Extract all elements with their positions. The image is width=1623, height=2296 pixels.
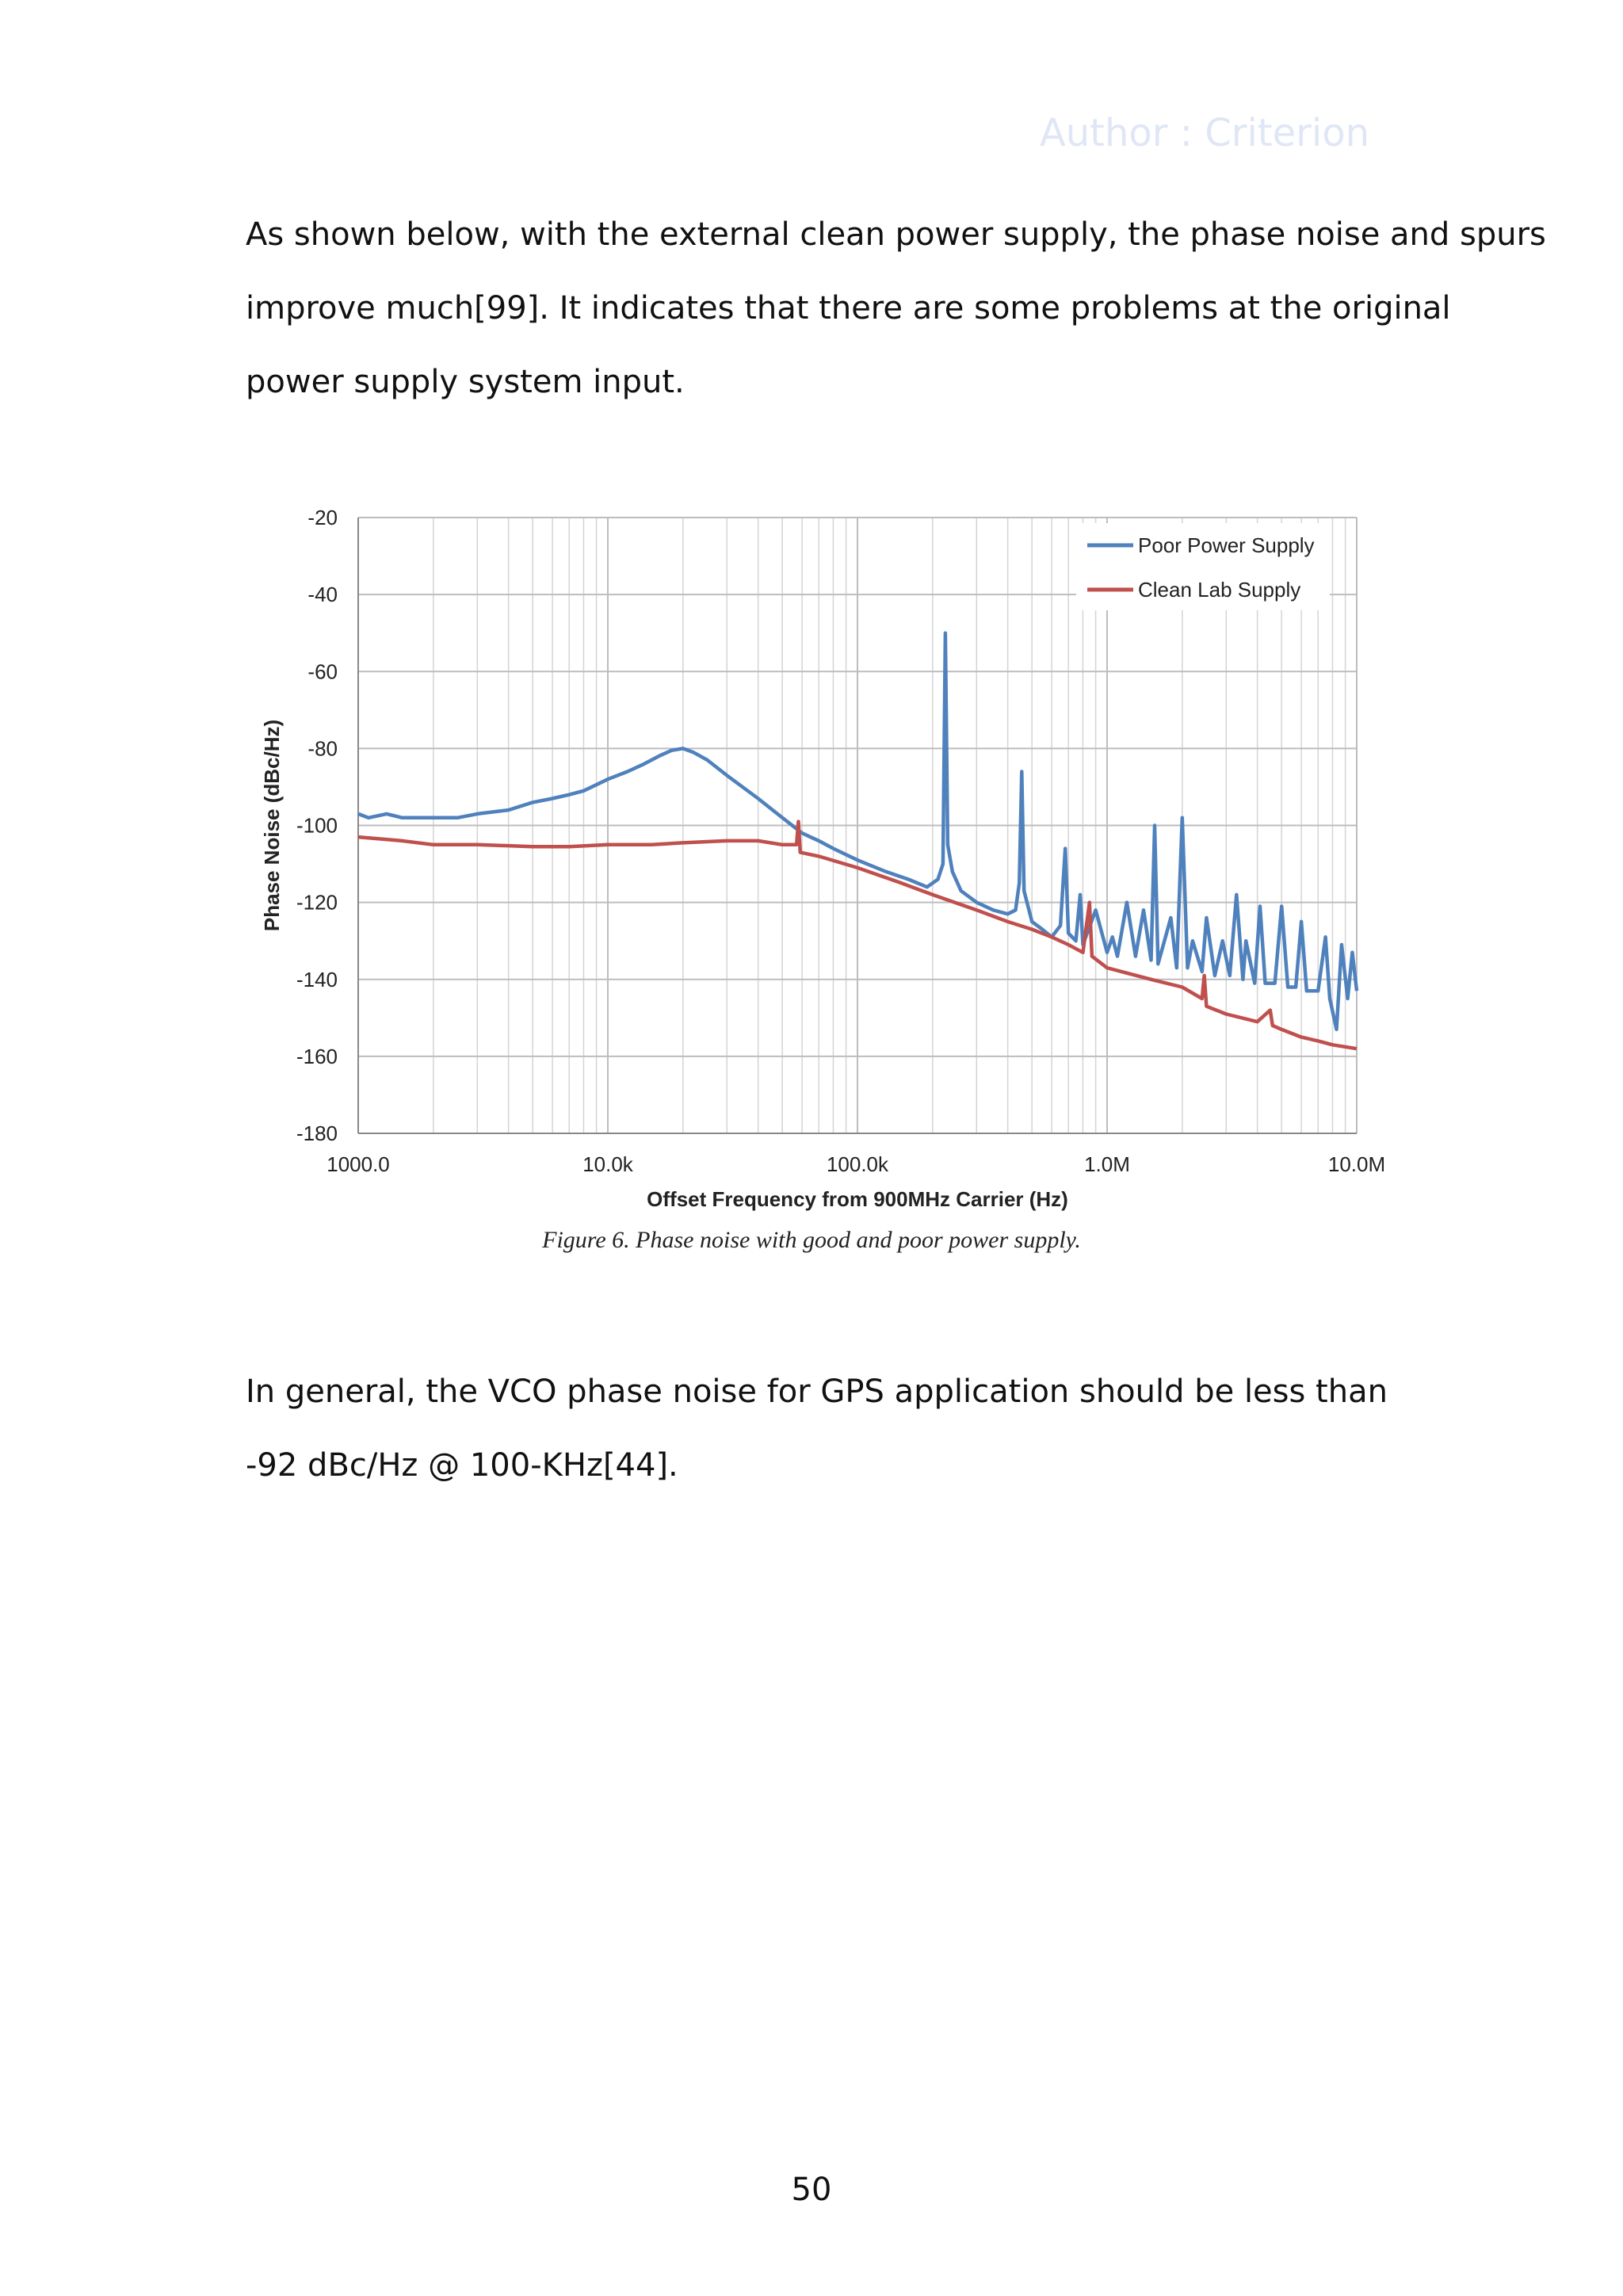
y-tick-label: -140 (296, 968, 338, 991)
y-tick-label: -160 (296, 1045, 338, 1068)
x-tick-label: 10.0k (582, 1152, 634, 1176)
y-tick-label: -60 (307, 659, 338, 683)
x-axis-title: Offset Frequency from 900MHz Carrier (Hz… (647, 1187, 1068, 1211)
legend-label: Clean Lab Supply (1138, 578, 1300, 602)
y-tick-label: -40 (307, 583, 338, 606)
y-tick-label: -120 (296, 891, 338, 915)
legend-box (1076, 523, 1330, 610)
y-tick-label: -180 (296, 1121, 338, 1145)
x-tick-label: 100.0k (827, 1152, 889, 1176)
paragraph-line: In general, the VCO phase noise for GPS … (246, 1373, 1388, 1410)
x-tick-label: 10.0M (1328, 1152, 1385, 1176)
series-line-poor-power-supply (357, 631, 1359, 1032)
paragraph-line: power supply system input. (246, 364, 685, 400)
x-tick-label: 1.0M (1084, 1152, 1130, 1176)
y-tick-label: -20 (307, 506, 338, 529)
figure-caption: Figure 6. Phase noise with good and poor… (542, 1227, 1081, 1253)
paragraph-line: improve much[99]. It indicates that ther… (246, 290, 1451, 327)
y-tick-label: -100 (296, 814, 338, 838)
paragraph-line: As shown below, with the external clean … (246, 216, 1546, 253)
paragraph-line: -92 dBc/Hz @ 100-KHz[44]. (246, 1447, 678, 1484)
series-line-clean-lab-supply (357, 819, 1358, 1051)
phase-noise-chart: -20 -40 -60 -80 -100 -120 -140 -160 -180 1000.0 10… (260, 506, 1385, 1211)
intro-paragraph: As shown below, with the external clean … (246, 198, 1546, 419)
conclusion-paragraph: In general, the VCO phase noise for GPS … (246, 1355, 1403, 1503)
phase-noise-figure: -20 -40 -60 -80 -100 -120 -140 -160 -180 1000.0 10… (246, 491, 1403, 1276)
y-axis-title: Phase Noise (dBc/Hz) (260, 720, 284, 931)
y-tick-label: -80 (307, 736, 338, 760)
author-watermark: Author : Criterion (1039, 111, 1369, 155)
page-number: 50 (791, 2172, 832, 2208)
legend-label: Poor Power Supply (1138, 533, 1315, 557)
x-tick-label: 1000.0 (327, 1152, 390, 1176)
